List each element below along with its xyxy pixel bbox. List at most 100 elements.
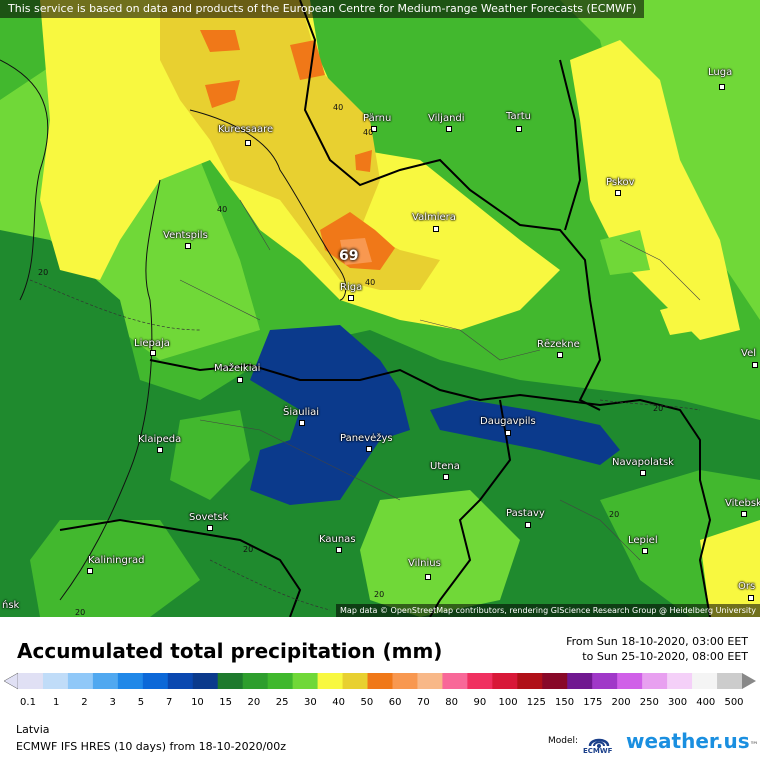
border-estonia-latvia [299,0,602,411]
contour-label: 20 [38,268,49,277]
legend-tick-label: 300 [667,697,688,708]
attribution-top: This service is based on data and produc… [0,0,645,18]
contour-label: 40 [333,103,344,112]
legend-tick-label: 80 [445,697,458,708]
legend-swatch [242,673,269,689]
field-30-40-se [700,520,760,617]
city-marker [446,126,452,132]
field-25-30-pocket [360,490,520,617]
legend-colorbar [3,672,756,690]
legend-tick-label: 500 [724,697,744,708]
legend-swatch [667,673,693,689]
field-10-15-central [250,325,410,505]
city-label-riga: Riga [340,282,363,293]
city-marker [615,190,621,196]
city-marker [425,574,431,580]
field-40-50 [160,0,440,290]
legend-swatch [367,673,393,689]
legend-tick-label: 30 [304,697,317,708]
field-30-40-east [570,40,740,340]
peak-value-label: 69 [339,248,359,264]
legend-swatch [567,673,593,689]
legend-tick-label: 200 [611,697,631,708]
legend-arrow-left [3,672,19,690]
field-50-60-a [200,30,240,52]
legend-swatch [442,673,468,689]
legend-tick-label: 100 [498,697,518,708]
legend-swatch [67,673,94,689]
city-label-vel: Vel [741,348,756,359]
city-marker [443,474,449,480]
border-estonia-russia [559,59,582,231]
legend-swatch [642,673,668,689]
legend-swatch [592,673,618,689]
contour-label: 40 [217,205,228,214]
city-marker [516,126,522,132]
city-label-sovetsk: Sovetsk [189,512,229,523]
city-marker [741,511,747,517]
city-label-mazeikiai: Mažeikiai [214,363,261,374]
city-marker [237,377,243,383]
city-label-pskov: Pskov [606,177,635,188]
city-label-rezekne: Rēzekne [537,339,580,350]
legend-tick-label: 5 [137,697,145,708]
legend-swatch [692,673,718,689]
contour-label: 20 [243,545,254,554]
city-marker [245,140,251,146]
border-latvia-lithuania [149,359,561,402]
legend-tick-label: 50 [360,697,374,708]
brand-logo[interactable]: weather.us™ [626,729,759,753]
legend-tick-label: 3 [109,697,116,708]
border-kaliningrad [59,518,302,617]
city-marker [87,568,93,574]
field-25-30-patch [600,230,650,275]
contour-label: 40 [363,128,374,137]
city-marker [207,525,213,531]
legend-swatch [267,673,294,689]
brand-trademark: ™ [749,741,759,751]
legend-tick-label: 40 [332,697,345,708]
legend-swatch [717,673,743,689]
precipitation-map [0,0,760,617]
chart-title: Accumulated total precipitation (mm) [17,639,443,663]
legend-swatch [117,673,144,689]
city-label-ventspils: Ventspils [163,230,208,241]
city-marker [748,595,754,601]
model-run-info: ECMWF IFS HRES (10 days) from 18-10-2020… [16,740,287,753]
legend-arrow-right [742,673,756,689]
border-lithuania-belarus [429,399,512,617]
field-20-25-pocket [170,410,250,500]
city-marker [525,522,531,528]
city-label-edge: ńsk [2,600,20,611]
city-marker [185,243,191,249]
field-25-30 [0,0,760,320]
city-marker [640,470,646,476]
city-label-siauliai: Šiauliai [283,407,320,418]
legend-swatch [167,673,194,689]
city-label-lepiel: Lepiel [628,535,658,546]
city-marker [299,420,305,426]
city-marker [433,226,439,232]
city-marker [719,84,725,90]
coastline [0,59,161,601]
legend-tick-label: 70 [416,697,430,708]
city-marker [371,126,377,132]
border-latvia-belarus [559,398,712,617]
city-marker [557,352,563,358]
ecmwf-logo-icon [588,738,610,748]
contour-20 [29,279,701,611]
city-label-panevezys: Panevėžys [340,433,393,444]
city-marker [336,547,342,553]
city-label-kaunas: Kaunas [319,534,356,545]
city-label-tartu: Tartu [506,111,531,122]
legend-tick-label: 2 [81,697,88,708]
city-marker [348,295,354,301]
city-label-vilnius: Vilnius [408,558,441,569]
map-canvas [0,0,760,617]
legend-swatch [467,673,493,689]
city-marker [752,362,758,368]
city-marker [150,350,156,356]
city-label-klaipeda: Klaipeda [138,434,182,445]
period-to: to Sun 25-10-2020, 08:00 EET [582,650,748,663]
legend-swatch [317,673,344,689]
